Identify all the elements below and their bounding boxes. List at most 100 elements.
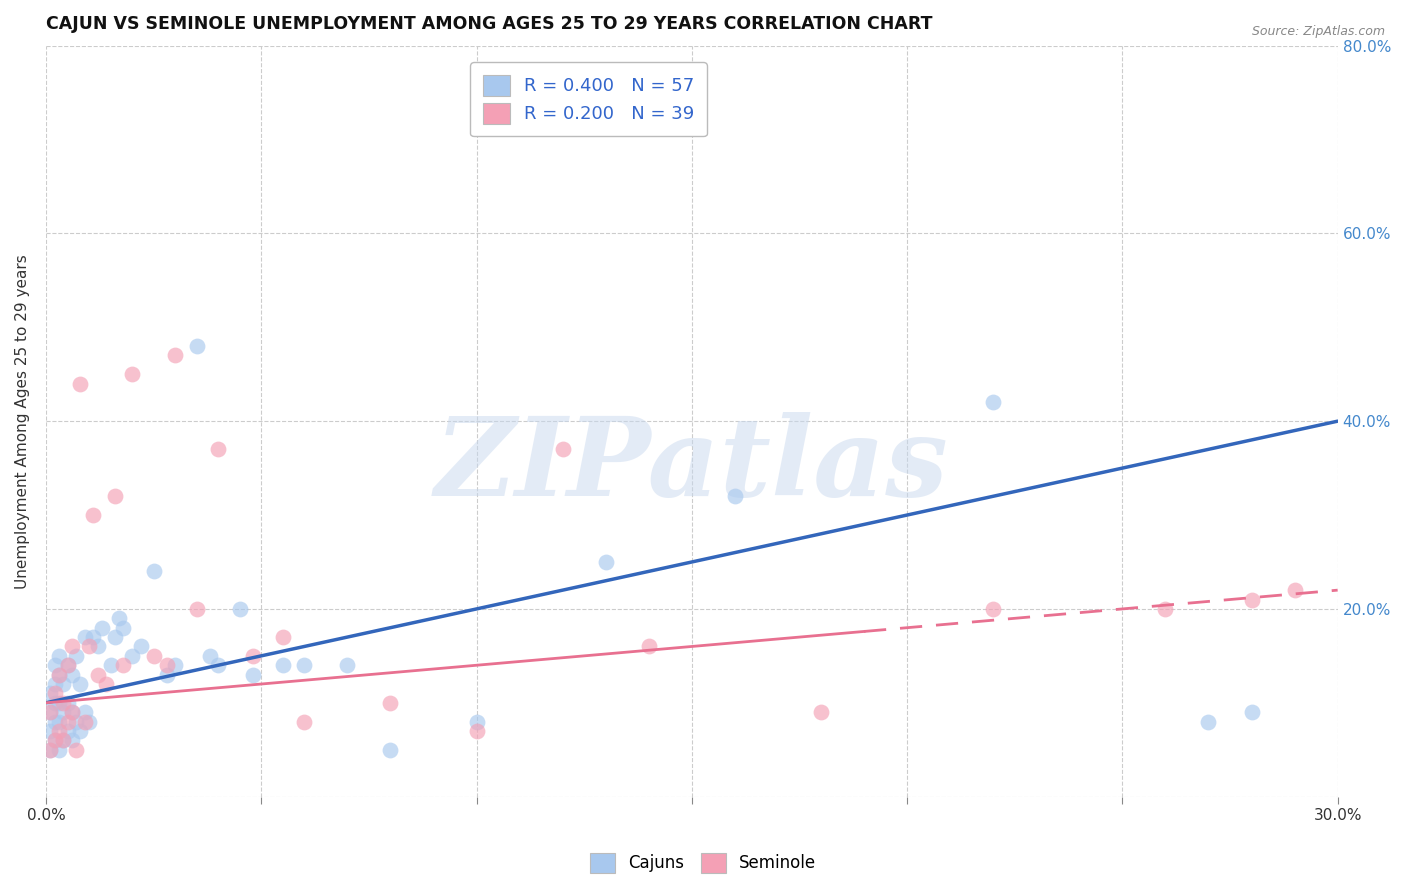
Text: Source: ZipAtlas.com: Source: ZipAtlas.com: [1251, 25, 1385, 38]
Point: [104, 489, 127, 503]
Point: [69, 376, 91, 391]
Point: [96, 677, 118, 691]
Point: [39, 743, 62, 757]
Point: [551, 442, 574, 457]
Point: [48, 723, 70, 738]
Point: [48, 714, 70, 729]
Point: [56, 658, 79, 673]
Point: [52, 733, 75, 747]
Point: [56, 696, 79, 710]
Point: [60, 667, 83, 681]
Point: [242, 667, 264, 681]
Point: [129, 640, 152, 654]
Point: [60, 705, 83, 719]
Point: [86, 667, 108, 681]
Point: [39, 743, 62, 757]
Point: [637, 640, 659, 654]
Point: [39, 723, 62, 738]
Point: [60, 733, 83, 747]
Point: [1240, 592, 1263, 607]
Point: [86, 640, 108, 654]
Point: [380, 743, 402, 757]
Point: [1154, 602, 1177, 616]
Point: [595, 555, 617, 569]
Point: [112, 621, 135, 635]
Point: [981, 395, 1004, 409]
Point: [810, 705, 832, 719]
Point: [465, 723, 488, 738]
Point: [56, 658, 79, 673]
Point: [48, 667, 70, 681]
Point: [65, 648, 87, 663]
Point: [52, 696, 75, 710]
Point: [65, 743, 87, 757]
Y-axis label: Unemployment Among Ages 25 to 29 years: Unemployment Among Ages 25 to 29 years: [15, 254, 30, 589]
Point: [73, 714, 96, 729]
Point: [39, 705, 62, 719]
Point: [52, 677, 75, 691]
Point: [91, 621, 114, 635]
Point: [155, 658, 177, 673]
Point: [207, 658, 229, 673]
Point: [380, 696, 402, 710]
Point: [39, 705, 62, 719]
Point: [292, 714, 315, 729]
Point: [48, 696, 70, 710]
Point: [44, 733, 66, 747]
Point: [77, 640, 100, 654]
Point: [52, 733, 75, 747]
Point: [69, 677, 91, 691]
Point: [56, 714, 79, 729]
Point: [142, 648, 165, 663]
Point: [100, 658, 122, 673]
Point: [724, 489, 747, 503]
Point: [165, 348, 187, 362]
Point: [108, 611, 131, 625]
Text: CAJUN VS SEMINOLE UNEMPLOYMENT AMONG AGES 25 TO 29 YEARS CORRELATION CHART: CAJUN VS SEMINOLE UNEMPLOYMENT AMONG AGE…: [46, 15, 932, 33]
Point: [292, 658, 315, 673]
Point: [465, 714, 488, 729]
Point: [82, 508, 104, 522]
Point: [77, 714, 100, 729]
Point: [336, 658, 359, 673]
Point: [65, 714, 87, 729]
Point: [198, 648, 221, 663]
Point: [82, 630, 104, 644]
Point: [44, 686, 66, 700]
Point: [142, 565, 165, 579]
Point: [186, 339, 208, 353]
Point: [44, 714, 66, 729]
Point: [44, 677, 66, 691]
Point: [228, 602, 250, 616]
Point: [44, 696, 66, 710]
Point: [1240, 705, 1263, 719]
Point: [60, 705, 83, 719]
Point: [271, 658, 294, 673]
Point: [981, 602, 1004, 616]
Point: [73, 630, 96, 644]
Point: [242, 648, 264, 663]
Point: [104, 630, 127, 644]
Point: [186, 602, 208, 616]
Point: [56, 723, 79, 738]
Point: [207, 442, 229, 457]
Point: [271, 630, 294, 644]
Point: [121, 368, 143, 382]
Legend: R = 0.400   N = 57, R = 0.200   N = 39: R = 0.400 N = 57, R = 0.200 N = 39: [470, 62, 707, 136]
Point: [44, 733, 66, 747]
Point: [155, 667, 177, 681]
Point: [39, 686, 62, 700]
Point: [121, 648, 143, 663]
Point: [48, 743, 70, 757]
Point: [48, 667, 70, 681]
Point: [60, 640, 83, 654]
Point: [69, 723, 91, 738]
Point: [52, 705, 75, 719]
Point: [1284, 583, 1306, 598]
Point: [165, 658, 187, 673]
Legend: Cajuns, Seminole: Cajuns, Seminole: [583, 847, 823, 880]
Point: [44, 658, 66, 673]
Point: [48, 648, 70, 663]
Point: [112, 658, 135, 673]
Text: ZIPatlas: ZIPatlas: [434, 412, 949, 520]
